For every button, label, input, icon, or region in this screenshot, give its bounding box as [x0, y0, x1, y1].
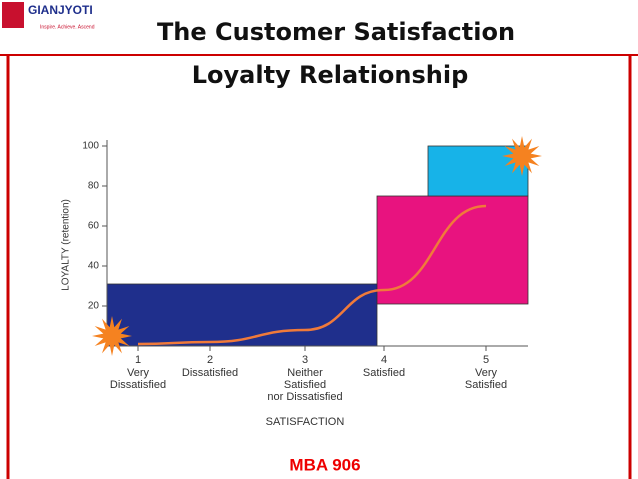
x-tick-label: 3: [302, 354, 308, 366]
category-label: Very: [475, 367, 498, 379]
logo: GIANJYOTI: [28, 3, 93, 17]
y-tick-label: 80: [88, 181, 100, 192]
logo-tagline: Inspire. Achieve. Ascend: [40, 24, 95, 30]
category-label: Neither: [287, 367, 323, 379]
category-label: nor Dissatisfied: [267, 391, 342, 403]
y-axis-label: LOYALTY (retention): [61, 199, 72, 291]
loyalty-curve: [137, 204, 487, 346]
starburst: [502, 136, 542, 176]
x-axis-label: SATISFACTION: [266, 416, 345, 428]
x-tick-label: 1: [135, 354, 141, 366]
footer: MBA 906: [289, 455, 360, 474]
x-tick-label: 2: [207, 354, 213, 366]
y-tick-label: 40: [88, 261, 100, 272]
logo-icon: [2, 2, 24, 28]
y-tick-label: 20: [88, 301, 100, 312]
title-line: The Customer Satisfaction: [157, 18, 515, 46]
category-label: Dissatisfied: [182, 367, 238, 379]
x-tick-label: 4: [381, 354, 387, 366]
category-label: Satisfied: [284, 379, 326, 391]
category-label: Satisfied: [363, 367, 405, 379]
category-label: Dissatisfied: [110, 379, 166, 391]
category-label: Very: [127, 367, 150, 379]
y-tick-label: 100: [82, 141, 99, 152]
loyalty-box: [106, 283, 378, 347]
y-tick-label: 60: [88, 221, 100, 232]
x-tick-label: 5: [483, 354, 489, 366]
category-label: Satisfied: [465, 379, 507, 391]
title-line: Loyalty Relationship: [192, 61, 469, 89]
starburst: [92, 316, 132, 356]
